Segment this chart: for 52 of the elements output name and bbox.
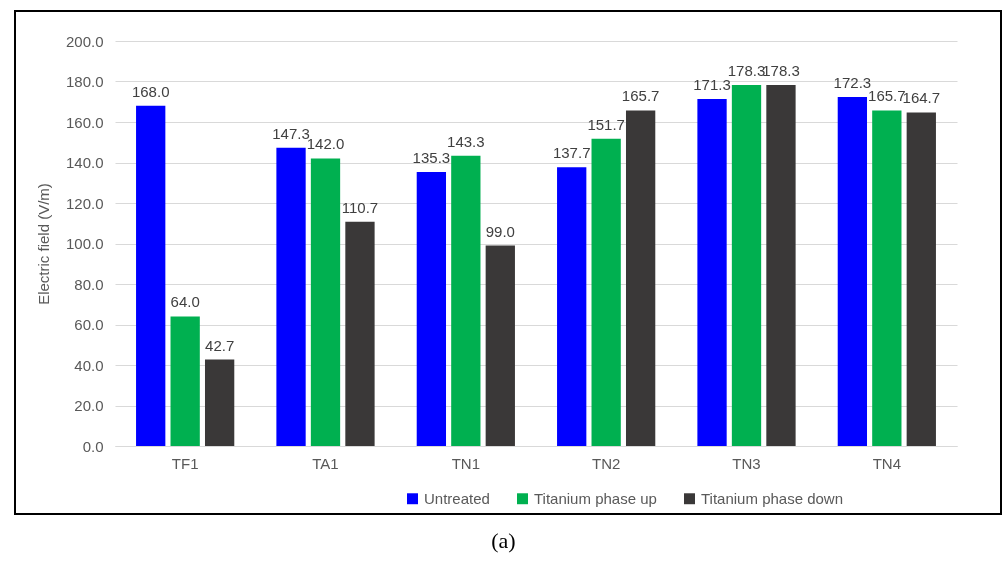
data-label: 135.3 [412, 149, 451, 167]
y-tick-label: 100.0 [65, 235, 104, 252]
y-tick-label: 140.0 [65, 154, 104, 171]
y-axis-title: Electric field (V/m) [34, 183, 52, 305]
data-label: 137.7 [552, 144, 591, 162]
bar [276, 147, 306, 446]
x-tick-label: TA1 [312, 454, 339, 472]
bar [766, 84, 796, 446]
bar [485, 245, 515, 446]
bar [872, 110, 902, 446]
text: (a) [490, 528, 517, 554]
y-tick-label: 180.0 [65, 73, 104, 90]
bar [591, 138, 621, 446]
y-tick-label: 0.0 [82, 437, 104, 455]
x-tick-label: TN2 [591, 454, 621, 472]
bar [310, 158, 341, 446]
bar [731, 84, 762, 446]
data-label: 110.7 [341, 198, 379, 216]
legend-label: Titanium phase up [534, 489, 657, 507]
y-tick-label: 40.0 [74, 356, 104, 374]
bar [204, 359, 235, 446]
bar [451, 155, 481, 446]
bar [170, 316, 200, 446]
y-tick-label: 60.0 [74, 316, 104, 333]
data-label: 42.7 [205, 336, 235, 354]
bar [416, 172, 447, 446]
bar [837, 97, 868, 446]
y-tick-label: 80.0 [74, 275, 104, 293]
y-tick-label: 20.0 [74, 397, 104, 414]
legend-label: Titanium phase down [701, 489, 844, 507]
x-tick-label: TN3 [732, 454, 761, 472]
y-tick-label: 160.0 [65, 113, 104, 131]
x-tick-label: TN4 [872, 454, 902, 472]
data-label: 165.7 [621, 87, 660, 105]
data-label: 151.7 [587, 115, 625, 133]
data-label: 143.3 [447, 132, 485, 150]
bar [136, 105, 166, 446]
bar [697, 99, 727, 446]
data-label: 168.0 [131, 82, 170, 100]
bar [906, 112, 936, 446]
bar [625, 110, 656, 446]
data-label: 64.0 [170, 293, 200, 311]
data-label: 172.3 [833, 74, 872, 92]
legend-label: Untreated [424, 489, 490, 507]
bar [345, 221, 375, 446]
y-tick-label: 200.0 [65, 32, 104, 50]
data-label: 171.3 [693, 76, 731, 94]
bar [557, 167, 587, 446]
data-label: 99.0 [485, 222, 515, 240]
x-tick-label: TF1 [171, 454, 199, 472]
y-tick-label: 120.0 [65, 194, 104, 212]
x-tick-label: TN1 [451, 454, 481, 472]
